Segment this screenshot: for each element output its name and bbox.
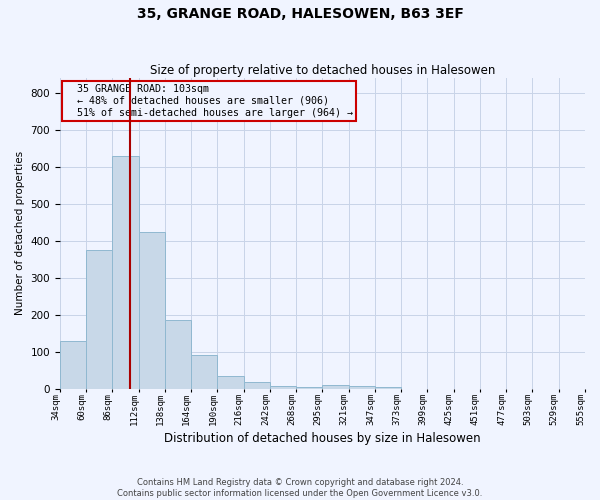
Bar <box>349 386 375 388</box>
Title: Size of property relative to detached houses in Halesowen: Size of property relative to detached ho… <box>150 64 495 77</box>
Bar <box>270 386 296 388</box>
Bar <box>139 232 165 388</box>
Bar <box>217 376 244 388</box>
Bar <box>322 385 349 388</box>
Bar <box>86 250 112 388</box>
Bar <box>112 156 139 388</box>
Y-axis label: Number of detached properties: Number of detached properties <box>15 152 25 316</box>
Bar <box>296 387 322 388</box>
Text: 35, GRANGE ROAD, HALESOWEN, B63 3EF: 35, GRANGE ROAD, HALESOWEN, B63 3EF <box>137 8 463 22</box>
Bar <box>191 356 217 388</box>
Bar <box>244 382 270 388</box>
Text: Contains HM Land Registry data © Crown copyright and database right 2024.
Contai: Contains HM Land Registry data © Crown c… <box>118 478 482 498</box>
Bar <box>375 387 401 388</box>
X-axis label: Distribution of detached houses by size in Halesowen: Distribution of detached houses by size … <box>164 432 481 445</box>
Bar <box>165 320 191 388</box>
Bar <box>60 340 86 388</box>
Text: 35 GRANGE ROAD: 103sqm
  ← 48% of detached houses are smaller (906)
  51% of sem: 35 GRANGE ROAD: 103sqm ← 48% of detached… <box>65 84 353 117</box>
